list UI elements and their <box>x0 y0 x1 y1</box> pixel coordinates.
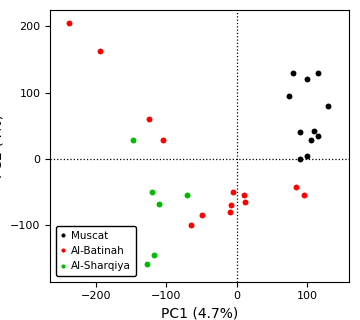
Point <box>130 138 135 143</box>
Point <box>315 70 320 75</box>
Point <box>242 199 248 204</box>
Point <box>297 130 303 135</box>
Point <box>304 77 310 82</box>
Point <box>311 128 317 133</box>
Point <box>149 189 155 195</box>
Y-axis label: PC2 (4%): PC2 (4%) <box>0 114 5 178</box>
Point <box>301 193 306 198</box>
Point <box>144 261 150 266</box>
Point <box>227 209 233 214</box>
Point <box>160 138 166 143</box>
Point <box>188 223 194 228</box>
Point <box>185 193 190 198</box>
Point <box>297 156 303 161</box>
Point <box>315 133 320 138</box>
Point <box>230 189 236 195</box>
Point <box>294 184 300 189</box>
Point <box>146 116 152 122</box>
Point <box>67 20 72 25</box>
Point <box>287 93 292 99</box>
Point <box>157 201 162 206</box>
Point <box>97 49 103 54</box>
Point <box>199 213 204 218</box>
Point <box>151 252 157 258</box>
Legend: Muscat, Al-Batinah, Al-Sharqiya: Muscat, Al-Batinah, Al-Sharqiya <box>55 226 136 276</box>
Point <box>290 70 296 75</box>
Point <box>304 153 310 158</box>
Point <box>308 138 314 143</box>
Point <box>228 203 234 208</box>
Point <box>241 193 247 198</box>
Point <box>325 103 331 108</box>
X-axis label: PC1 (4.7%): PC1 (4.7%) <box>161 307 238 320</box>
